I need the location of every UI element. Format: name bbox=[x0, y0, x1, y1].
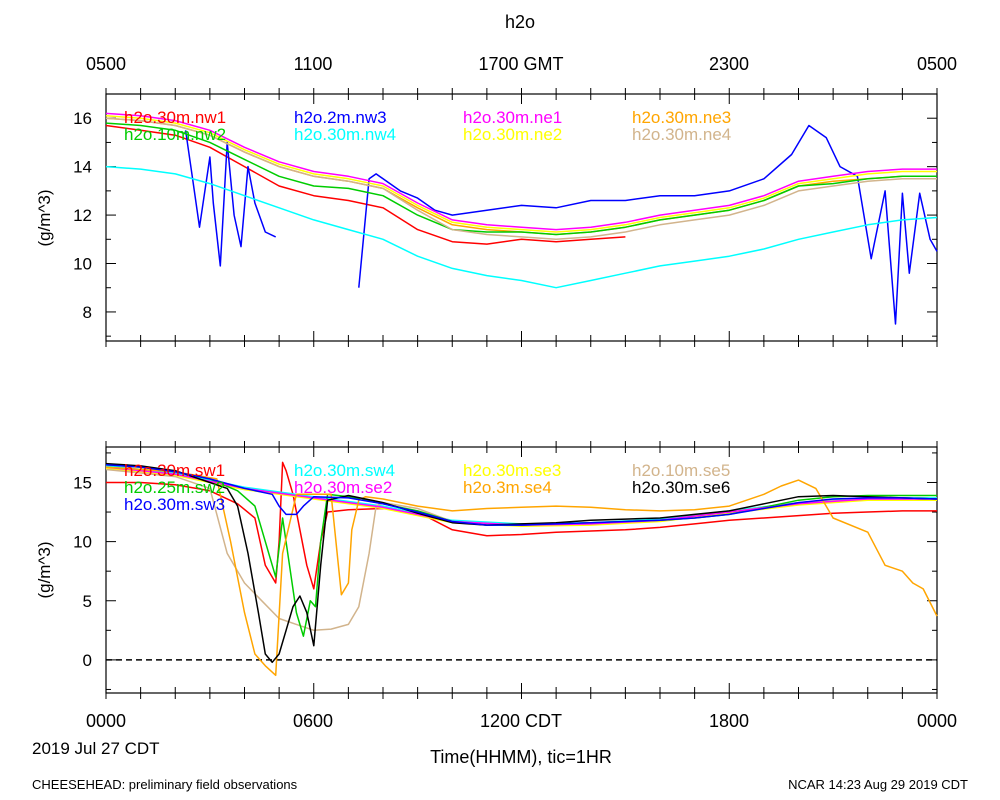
gmt-tick-label: 2300 bbox=[709, 54, 749, 74]
legend-entry: h2o.30m.sw1 bbox=[124, 461, 225, 480]
cdt-axis: 0000 0600 1200 CDT 1800 0000 bbox=[86, 711, 957, 731]
series-line-h2o-30m-sw3 bbox=[105, 463, 938, 526]
cdt-tick-label: 1200 CDT bbox=[480, 711, 562, 731]
date-label: 2019 Jul 27 CDT bbox=[32, 739, 160, 758]
bottom-series-group bbox=[105, 461, 938, 677]
bottom-tick-marks bbox=[105, 441, 938, 699]
series-line-h2o-30m-nw1 bbox=[105, 124, 626, 245]
legend-entry: h2o.30m.ne4 bbox=[632, 125, 731, 144]
series-line-h2o-30m-ne1 bbox=[105, 112, 937, 231]
y-tick-label: 16 bbox=[73, 109, 92, 128]
series-line-h2o-3m-se4 bbox=[105, 466, 938, 677]
top-y-axis-label: (g/m^3) bbox=[35, 189, 54, 246]
series-line-h2o-30m-sw1 bbox=[106, 461, 937, 590]
legend-entry: h2o.30m.sw4 bbox=[294, 461, 395, 480]
legend-entry: h2o.30m.nw1 bbox=[124, 108, 226, 127]
y-tick-label: 15 bbox=[73, 473, 92, 492]
cdt-tick-label: 0000 bbox=[917, 711, 957, 731]
bottom-y-axis-label: (g/m^3) bbox=[35, 541, 54, 598]
y-tick-label: 10 bbox=[73, 533, 92, 552]
cdt-tick-label: 0000 bbox=[86, 711, 126, 731]
series-line-h2o-10m-nw2 bbox=[105, 122, 937, 236]
legend-entry: h2o.30m.ne3 bbox=[632, 108, 731, 127]
gmt-tick-label: 1100 bbox=[294, 54, 333, 74]
gmt-tick-label: 0500 bbox=[917, 54, 957, 74]
legend-entry: h2o.30m.nw4 bbox=[294, 125, 396, 144]
y-tick-label: 12 bbox=[73, 206, 92, 225]
y-tick-label: 8 bbox=[83, 303, 92, 322]
gmt-tick-label: 1700 GMT bbox=[478, 54, 563, 74]
gmt-axis: 0500 1100 1700 GMT 2300 0500 bbox=[86, 54, 957, 74]
series-line-h2o-30m-nw4 bbox=[105, 165, 938, 289]
series-line-h2o-30m-ne2 bbox=[105, 115, 937, 233]
y-tick-label: 14 bbox=[73, 158, 92, 177]
cdt-tick-label: 1800 bbox=[709, 711, 749, 731]
y-tick-label: 10 bbox=[73, 255, 92, 274]
legend-entry: h2o.30m.ne1 bbox=[463, 108, 562, 127]
series-line-h2o-30m-ne4 bbox=[105, 117, 937, 241]
top-y-ticks: 8 10 12 14 16 bbox=[73, 93, 937, 337]
bottom-legend: h2o.30m.sw1 h2o.30m.sw4 h2o.30m.se3 h2o.10m… bbox=[124, 461, 730, 514]
legend-entry: h2o.30m.ne2 bbox=[463, 125, 562, 144]
top-tick-marks bbox=[105, 88, 938, 347]
top-legend: h2o.30m.nw1 h2o.2m.nw3 h2o.30m.ne1 h2o.30m.… bbox=[124, 108, 731, 144]
series-line-h2o-2m-nw3 bbox=[184, 124, 938, 325]
y-tick-label: 5 bbox=[83, 592, 92, 611]
legend-entry: h2o.30m.se3 bbox=[463, 461, 561, 480]
legend-entry: h2o.30m.se2 bbox=[294, 478, 392, 497]
legend-entry: h2o.10m.se5 bbox=[632, 461, 730, 480]
series-line-h2o-30m-se3 bbox=[105, 467, 937, 527]
legend-entry: h2o.30m.se6 bbox=[632, 478, 730, 497]
gmt-tick-label: 0500 bbox=[86, 54, 126, 74]
legend-entry: h2o.25m.sw2 bbox=[124, 478, 225, 497]
legend-entry: h2o.10m.nw2 bbox=[124, 125, 226, 144]
x-axis-label: Time(HHMM), tic=1HR bbox=[430, 747, 612, 767]
y-tick-label: 0 bbox=[83, 651, 92, 670]
legend-entry: h2o.2m.nw3 bbox=[294, 108, 387, 127]
cdt-tick-label: 0600 bbox=[293, 711, 333, 731]
footer-right: NCAR 14:23 Aug 29 2019 CDT bbox=[788, 777, 968, 792]
footer-left: CHEESEHEAD: preliminary field observatio… bbox=[32, 777, 298, 792]
chart-title: h2o bbox=[505, 12, 535, 32]
legend-entry: h2o.3m.se4 bbox=[463, 478, 552, 497]
legend-entry: h2o.30m.sw3 bbox=[124, 495, 225, 514]
top-series-group bbox=[105, 112, 938, 325]
